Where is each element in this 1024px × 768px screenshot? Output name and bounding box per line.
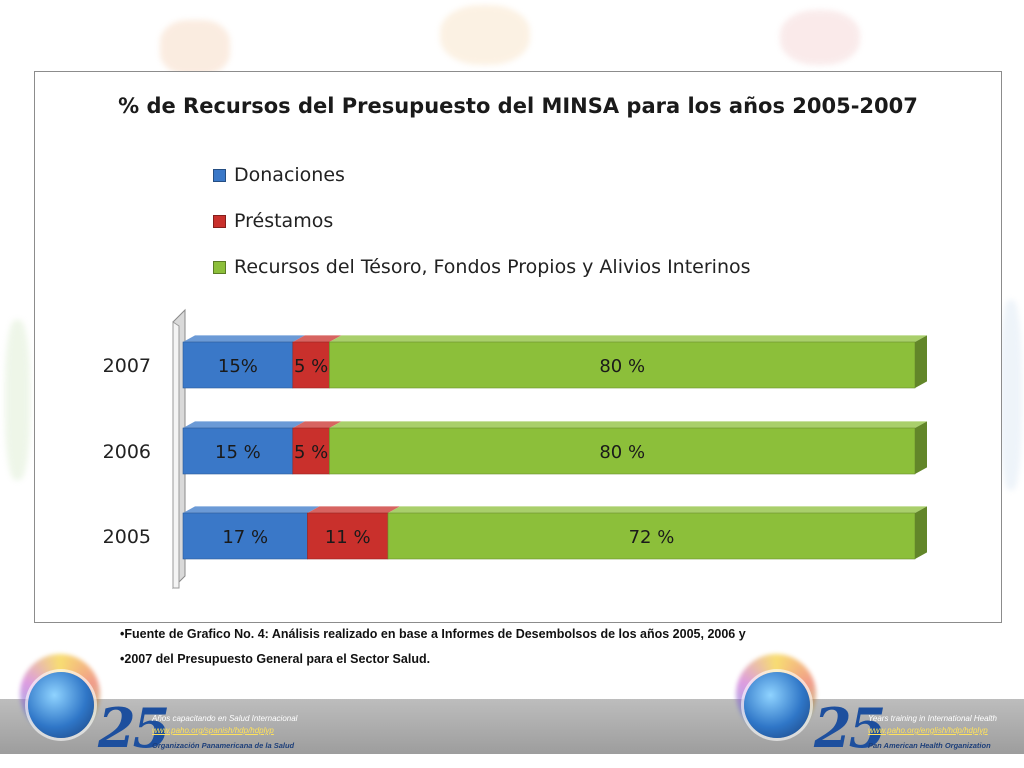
globe-icon [28, 672, 94, 738]
stacked-bar-plot: 2007 15% 5 % 80 % 2006 15 % 5 % 80 % 2005 17 % 11 … [103, 308, 928, 590]
bar-top-2006-2 [329, 421, 927, 428]
legend-swatch-prestamos [213, 214, 226, 228]
axis-wall-front [172, 321, 180, 589]
bar-end-2007 [915, 335, 927, 388]
background-figure [440, 5, 530, 65]
bar-2005-1 [307, 512, 389, 560]
bar-2005-2 [387, 512, 916, 560]
background-figure [1000, 300, 1022, 490]
bar-top-2007-0 [183, 335, 305, 342]
anniversary-number: 25 [814, 696, 886, 760]
logo-url[interactable]: www.paho.org/spanish/hdp/hdplyp [152, 726, 274, 735]
bar-2006-1 [292, 427, 330, 475]
bar-top-2006-1 [292, 421, 342, 428]
anniversary-number: 25 [98, 696, 170, 760]
bar-top-2005-2 [387, 506, 928, 513]
category-label-2007: 2007 [103, 355, 151, 377]
data-label-2007-2: 80 % [599, 356, 645, 377]
category-label-2006: 2006 [103, 441, 151, 463]
bar-2007-0 [182, 341, 294, 389]
bar-top-2007-2 [329, 335, 927, 342]
bar-end-2005 [915, 506, 927, 559]
source-footnote-line-2: •2007 del Presupuesto General para el Se… [120, 652, 431, 666]
chart-title: % de Recursos del Presupuesto del MINSA … [118, 94, 918, 118]
legend-label-donaciones: Donaciones [234, 164, 345, 186]
chart-frame: % de Recursos del Presupuesto del MINSA … [34, 71, 1002, 623]
footer-band [0, 699, 1024, 754]
legend-swatch-donaciones [213, 168, 226, 182]
bar-end-2006 [915, 421, 927, 474]
legend-item-donaciones: Donaciones [213, 152, 751, 198]
logo-tagline: Años capacitando en Salud Internacional [152, 714, 298, 723]
bar-2007-1 [292, 341, 330, 389]
logo-organization: Pan American Health Organization [868, 741, 991, 750]
background-figure [160, 20, 230, 75]
bar-top-2005-1 [307, 506, 400, 513]
legend-item-prestamos: Préstamos [213, 198, 751, 244]
bar-top-2006-0 [183, 421, 305, 428]
source-footnote-line-1: •Fuente de Grafico No. 4: Análisis reali… [120, 627, 746, 641]
data-label-2007-1: 5 % [294, 356, 328, 377]
logo-tagline: Years training in International Health [868, 714, 997, 723]
chart-legend: Donaciones Préstamos Recursos del Tésoro… [213, 152, 751, 290]
bar-2005-0 [182, 512, 308, 560]
data-label-2005-1: 11 % [325, 527, 371, 548]
bar-top-2007-1 [292, 335, 342, 342]
data-label-2005-2: 72 % [629, 527, 675, 548]
data-label-2007-0: 15% [218, 356, 258, 377]
paho-logo-english: 25 Years training in International Healt… [728, 650, 1020, 760]
logo-url[interactable]: www.paho.org/english/hdp/hdplyp [868, 726, 988, 735]
bar-2007-2 [329, 341, 916, 389]
bar-2006-2 [329, 427, 916, 475]
globe-icon [744, 672, 810, 738]
legend-label-recursos: Recursos del Tésoro, Fondos Propios y Al… [234, 256, 751, 278]
data-label-2006-1: 5 % [294, 442, 328, 463]
legend-label-prestamos: Préstamos [234, 210, 334, 232]
background-figure [5, 320, 30, 480]
logo-organization: Organización Panamericana de la Salud [152, 741, 295, 750]
paho-logo-spanish: 25 Años capacitando en Salud Internacion… [10, 650, 310, 760]
category-label-2005: 2005 [103, 526, 151, 548]
data-label-2006-0: 15 % [215, 442, 261, 463]
legend-swatch-recursos [213, 260, 226, 274]
data-label-2006-2: 80 % [599, 442, 645, 463]
data-label-2005-0: 17 % [222, 527, 268, 548]
bar-top-2005-0 [183, 506, 320, 513]
legend-item-recursos: Recursos del Tésoro, Fondos Propios y Al… [213, 244, 751, 290]
background-figure [780, 10, 860, 65]
